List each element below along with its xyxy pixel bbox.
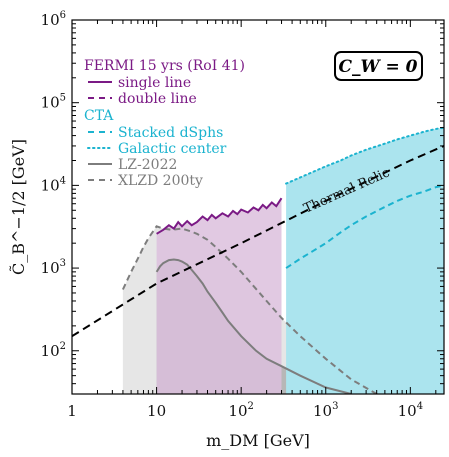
thermal-relic-line bbox=[72, 144, 444, 338]
tick-labels: 1 10 102 103 104 102 103 104 105 106 bbox=[41, 10, 424, 420]
cw-annotation: C_W = 0 bbox=[334, 51, 423, 81]
cta-galactic-center-line bbox=[285, 126, 444, 185]
xlzd-200ty-line bbox=[121, 225, 379, 394]
y-tick-label: 105 bbox=[41, 93, 66, 112]
legend-fermi-double: double line bbox=[118, 91, 197, 107]
y-tick-label: 102 bbox=[41, 341, 66, 360]
legend-fermi-title: FERMI 15 yrs (RoI 41) bbox=[84, 58, 245, 74]
axis-ticks bbox=[71, 19, 444, 395]
y-axis-title: C̃_B^−1/2 [GeV] bbox=[9, 139, 28, 275]
legend-fermi-single: single line bbox=[118, 75, 191, 91]
y-tick-label: 103 bbox=[41, 258, 66, 277]
cta-reach-region bbox=[286, 127, 444, 394]
cw-annotation-box bbox=[334, 51, 423, 81]
legend-xlzd: XLZD 200ty bbox=[118, 173, 203, 189]
x-tick-label: 104 bbox=[398, 401, 423, 420]
x-axis-title: m_DM [GeV] bbox=[206, 431, 310, 450]
plot-frame bbox=[71, 19, 445, 395]
cta-stacked-dsphs-line bbox=[285, 184, 444, 269]
fermi-excluded-region bbox=[156, 198, 282, 394]
y-tick-label: 104 bbox=[41, 175, 66, 194]
x-tick-label: 1 bbox=[67, 402, 77, 420]
legend-lz: LZ-2022 bbox=[118, 157, 177, 173]
legend-cta-title: CTA bbox=[84, 108, 114, 124]
x-tick-label: 102 bbox=[228, 401, 253, 420]
legend-cta-dsph: Stacked dSphs bbox=[118, 125, 223, 141]
curves bbox=[72, 126, 444, 394]
x-tick-label: 103 bbox=[313, 401, 338, 420]
legend-cta-gc: Galactic center bbox=[118, 141, 227, 157]
y-tick-label: 106 bbox=[41, 10, 66, 29]
cw-annotation-text: C_W = 0 bbox=[338, 57, 417, 77]
legend: FERMI 15 yrs (RoI 41) single line double… bbox=[84, 58, 245, 189]
fermi-single-line bbox=[156, 197, 283, 235]
x-tick-label: 10 bbox=[147, 402, 166, 420]
lz-2022-line bbox=[155, 258, 352, 394]
